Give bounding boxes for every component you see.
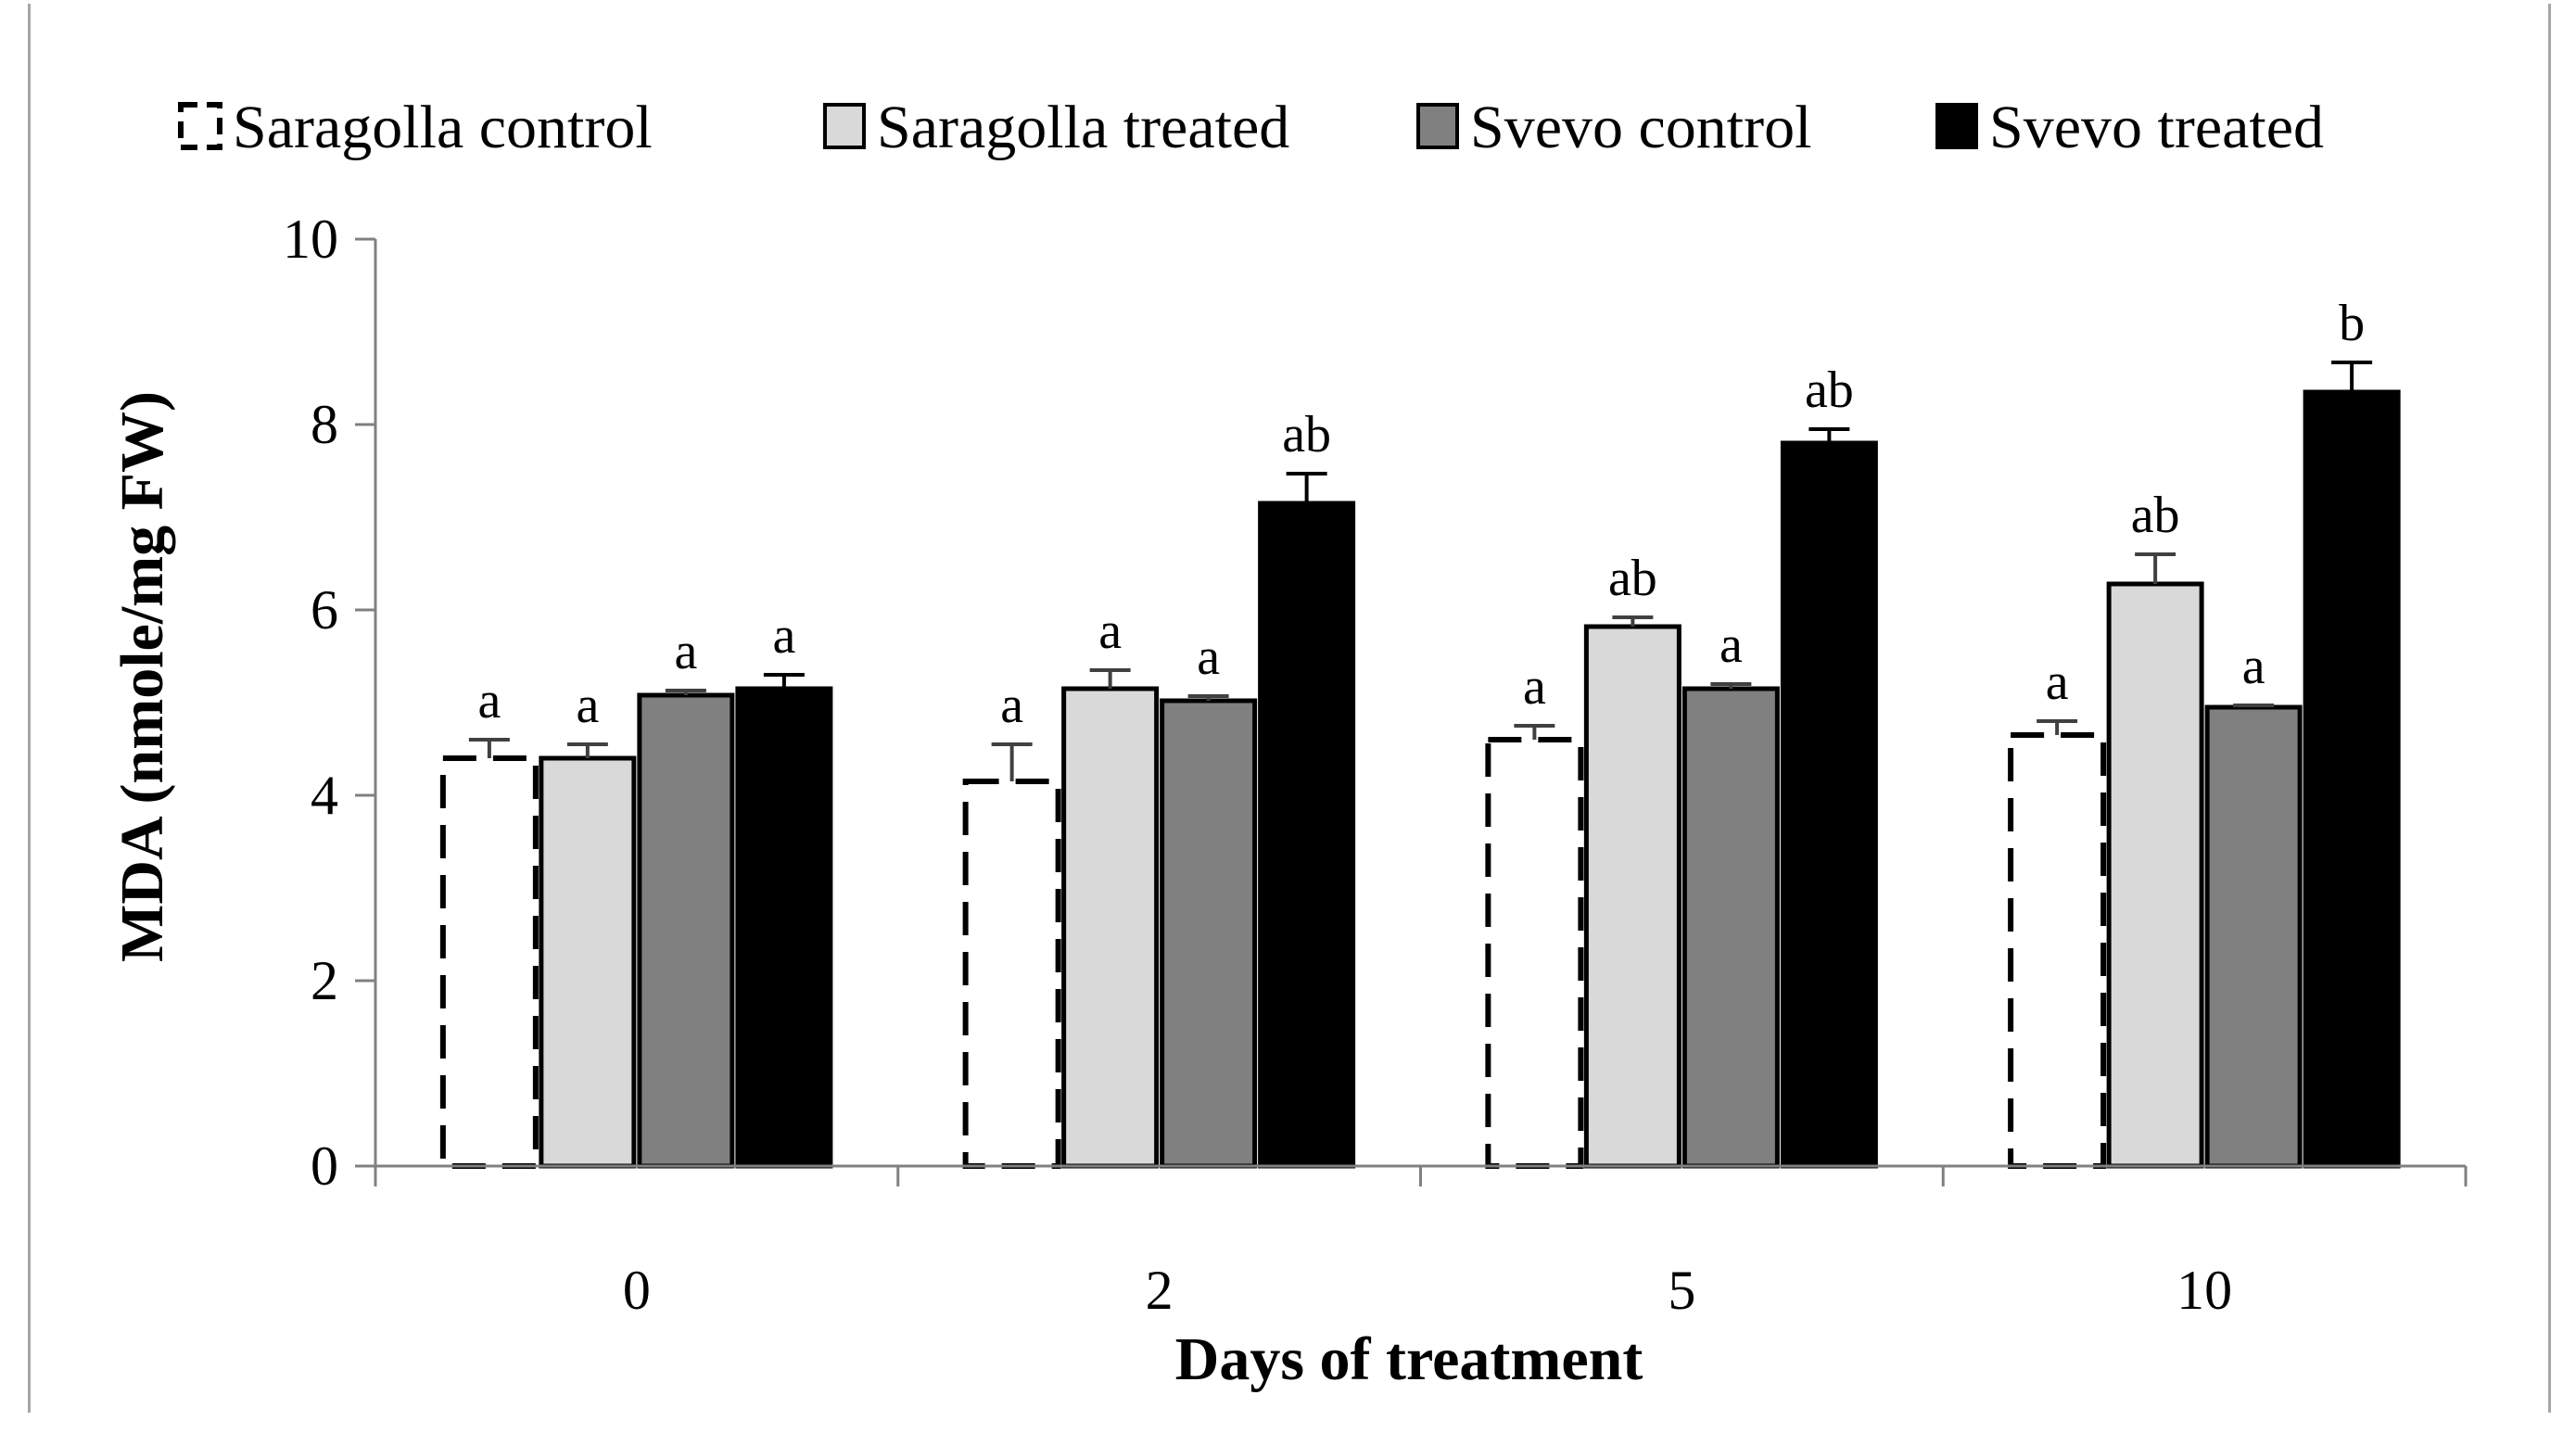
x-tick-label: 2 bbox=[1146, 1260, 1174, 1321]
significance-label: a bbox=[1719, 616, 1743, 674]
y-tick-label: 0 bbox=[311, 1135, 338, 1197]
bar[interactable] bbox=[439, 755, 539, 1169]
significance-label: a bbox=[477, 672, 501, 729]
significance-label: a bbox=[2242, 638, 2265, 695]
significance-label: a bbox=[674, 623, 697, 680]
bar[interactable] bbox=[1583, 624, 1681, 1169]
significance-label: ab bbox=[1805, 361, 1854, 419]
significance-label: a bbox=[1000, 677, 1023, 734]
significance-label: ab bbox=[2131, 487, 2180, 544]
legend-swatch bbox=[178, 102, 222, 150]
significance-label: ab bbox=[1282, 406, 1331, 463]
significance-label: a bbox=[1523, 658, 1546, 716]
bar[interactable] bbox=[962, 779, 1061, 1169]
chart-frame bbox=[28, 4, 2551, 1413]
significance-label: a bbox=[1098, 602, 1122, 660]
y-tick-label: 6 bbox=[311, 579, 338, 640]
x-tick-label: 0 bbox=[623, 1260, 651, 1321]
bar[interactable] bbox=[1160, 698, 1258, 1169]
legend-label: Saragolla control bbox=[233, 94, 653, 161]
bar[interactable] bbox=[1780, 440, 1878, 1169]
x-tick-label: 10 bbox=[2176, 1260, 2232, 1321]
bar[interactable] bbox=[2008, 732, 2107, 1169]
bar[interactable] bbox=[2106, 581, 2204, 1169]
bar[interactable] bbox=[539, 755, 637, 1169]
significance-label: a bbox=[1197, 628, 1220, 686]
bar[interactable] bbox=[637, 692, 735, 1169]
legend-label: Saragolla treated bbox=[877, 94, 1289, 161]
axes: MDA (nmole/mg FW) Days of treatment 0 2 4 6… bbox=[108, 209, 2468, 1393]
y-tick-label: 10 bbox=[283, 209, 338, 270]
legend: Saragolla control Saragolla treated Svevo … bbox=[178, 94, 2324, 161]
legend-swatch bbox=[1935, 103, 1978, 149]
x-tick-label: 5 bbox=[1668, 1260, 1695, 1321]
y-tick-label: 8 bbox=[311, 394, 338, 455]
significance-label: ab bbox=[1608, 550, 1657, 607]
legend-label: Svevo control bbox=[1470, 94, 1811, 161]
significance-label: a bbox=[2046, 653, 2069, 711]
x-axis-title: Days of treatment bbox=[1175, 1325, 1643, 1393]
legend-swatch bbox=[1416, 103, 1459, 149]
significance-label: b bbox=[2339, 295, 2365, 352]
legend-label: Svevo treated bbox=[1989, 94, 2324, 161]
significance-label: a bbox=[772, 607, 795, 665]
bar[interactable] bbox=[1061, 686, 1160, 1169]
legend-swatch bbox=[823, 103, 866, 149]
bar[interactable] bbox=[1681, 686, 1780, 1169]
y-axis-title: MDA (nmole/mg FW) bbox=[108, 391, 176, 962]
bar[interactable] bbox=[1485, 737, 1584, 1169]
significance-label: a bbox=[576, 677, 599, 734]
y-tick-label: 4 bbox=[311, 765, 338, 826]
bar[interactable] bbox=[735, 686, 833, 1169]
y-tick-label: 2 bbox=[311, 950, 338, 1011]
bar[interactable] bbox=[2204, 704, 2303, 1169]
bar[interactable] bbox=[1258, 501, 1356, 1169]
bar[interactable] bbox=[2303, 389, 2401, 1169]
